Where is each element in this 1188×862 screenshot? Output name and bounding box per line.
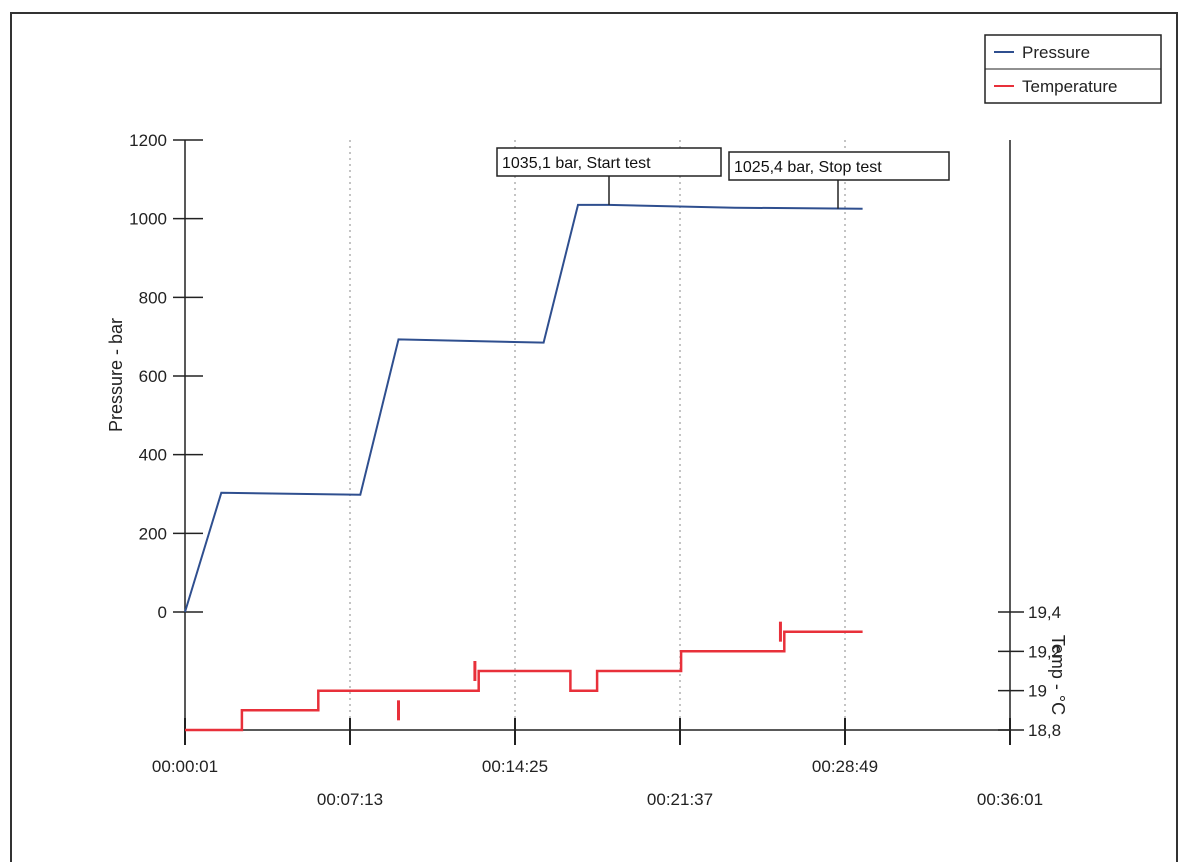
y-left-tick-label: 0	[158, 603, 167, 622]
y-left-tick-label: 1200	[129, 131, 167, 150]
y-left-tick-label: 600	[139, 367, 167, 386]
x-tick-label-upper: 00:00:01	[152, 757, 218, 776]
y-right-tick-label: 18,8	[1028, 721, 1061, 740]
y-right-tick-label: 19	[1028, 682, 1047, 701]
annotation-label: 1025,4 bar, Stop test	[734, 159, 882, 176]
annotation-box	[496, 147, 722, 177]
y-axis-left-title: Pressure - bar	[106, 318, 126, 432]
pressure-line	[184, 203, 863, 613]
annotations: 1035,1 bar, Start test 1025,4 bar, Stop t…	[496, 147, 950, 209]
chart-frame	[10, 12, 1178, 862]
series-layer	[184, 203, 863, 732]
legend-label: Temperature	[1022, 77, 1117, 96]
x-tick-label-upper: 00:28:49	[812, 757, 878, 776]
grid-lines	[184, 140, 1011, 730]
y-left-tick-label: 400	[139, 446, 167, 465]
legend: Pressure Temperature	[984, 34, 1162, 104]
axes	[184, 140, 1011, 731]
y-left-tick-label: 200	[139, 524, 167, 543]
y-right-tick-label: 19,4	[1028, 603, 1061, 622]
y-axis-right-title: Temp - °C	[1048, 635, 1068, 715]
x-tick-label-upper: 00:14:25	[482, 757, 548, 776]
temperature-line	[185, 630, 863, 732]
x-tick-label-lower: 00:21:37	[647, 790, 713, 809]
y-left-tick-label: 1000	[129, 210, 167, 229]
tick-marks: 00:00:01 00:07:13 00:14:25 00:21:37 00:28:49…	[129, 131, 1061, 809]
x-tick-label-lower: 00:07:13	[317, 790, 383, 809]
y-right-tick-label: 19,2	[1028, 642, 1061, 661]
y-left-tick-label: 800	[139, 288, 167, 307]
annotation-label: 1035,1 bar, Start test	[502, 155, 651, 172]
x-tick-label-lower: 00:36:01	[977, 790, 1043, 809]
legend-label: Pressure	[1022, 43, 1090, 62]
annotation-box	[728, 151, 950, 181]
